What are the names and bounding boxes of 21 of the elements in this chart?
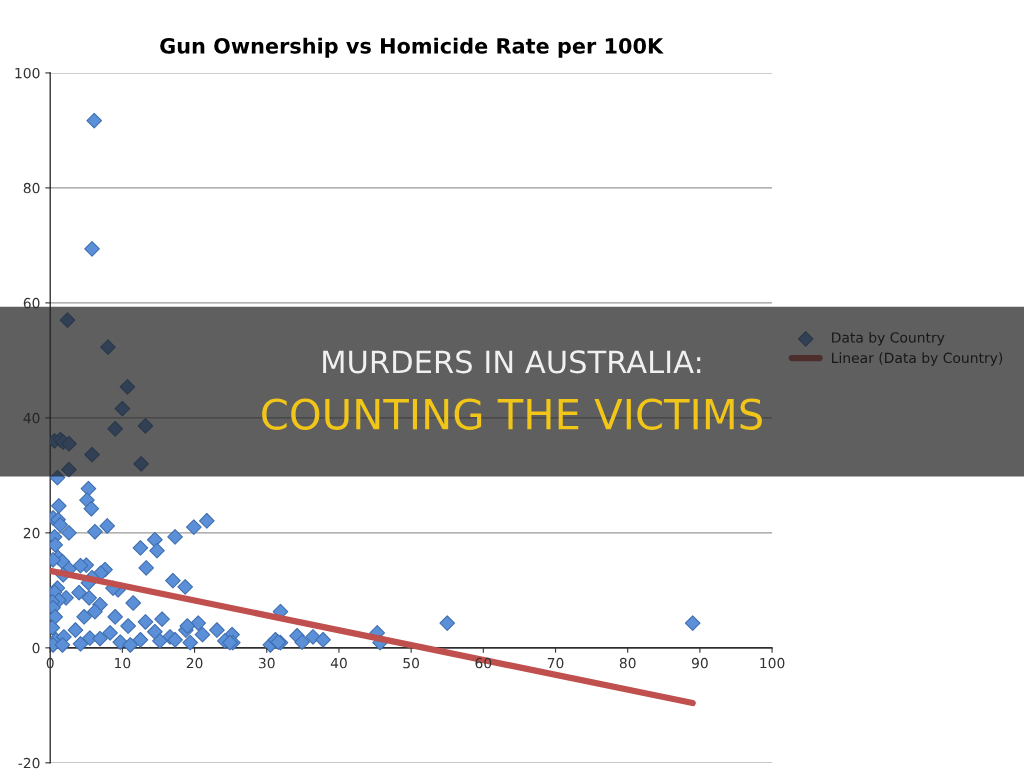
y-tick-label: 80	[23, 182, 40, 194]
x-tick-label: 90	[691, 657, 708, 669]
x-tick-label: 70	[547, 657, 564, 669]
x-tick-label: 30	[258, 657, 275, 669]
legend-label: Linear (Data by Country)	[832, 352, 1003, 366]
legend-label: Data by Country	[832, 331, 945, 346]
y-tick-label: 0	[32, 642, 40, 654]
x-tick-label: 40	[330, 657, 347, 669]
y-tick-label: -20	[18, 757, 40, 769]
x-tick-label: 50	[403, 657, 420, 669]
y-tick-label: 20	[23, 527, 40, 539]
annotation: MURDERS IN AUSTRALIA:	[323, 350, 701, 374]
y-tick-label: 60	[23, 297, 40, 309]
y-tick-label: 100	[15, 67, 40, 79]
x-tick-label: 10	[115, 657, 131, 669]
chart-title: Gun Ownership vs Homicide Rate per 100K	[160, 37, 664, 58]
x-tick-label: 80	[619, 657, 636, 669]
annotation: COUNTING THE VICTIMS	[262, 398, 762, 430]
x-tick-label: 20	[186, 657, 203, 669]
x-tick-label: 100	[760, 657, 785, 669]
y-tick-label: 40	[23, 412, 40, 424]
